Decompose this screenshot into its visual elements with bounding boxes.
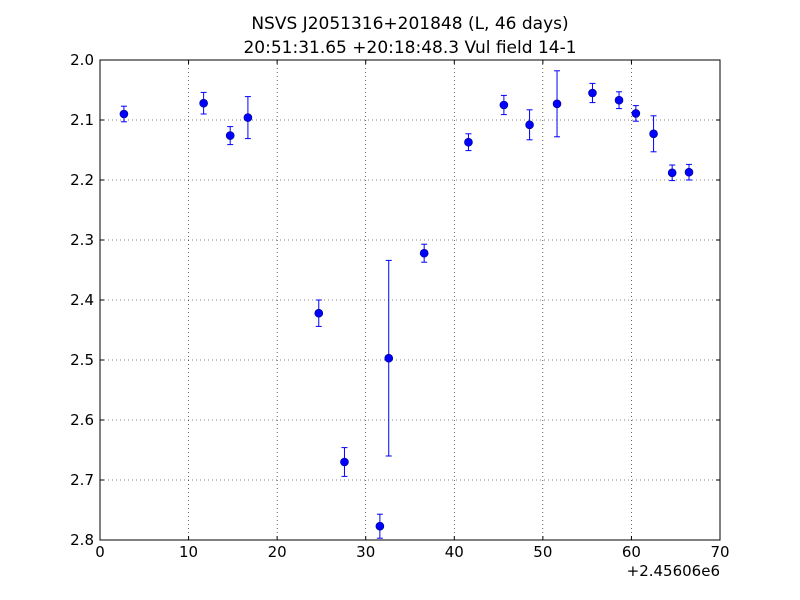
- y-tick-label: 2.4: [70, 291, 94, 309]
- y-tick-label: 2.7: [70, 471, 94, 489]
- x-tick-label: 20: [268, 543, 287, 561]
- x-tick-label: 10: [179, 543, 198, 561]
- data-point: [314, 308, 324, 318]
- data-point: [375, 521, 385, 531]
- y-tick-label: 2.3: [70, 231, 94, 249]
- grid: [100, 60, 720, 540]
- data-point: [464, 137, 473, 147]
- data-point: [225, 131, 235, 140]
- x-tick-label: 30: [356, 543, 375, 561]
- plot-frame: [99, 59, 721, 541]
- x-tick-label: 70: [710, 543, 729, 561]
- y-tick-label: 2.2: [70, 171, 94, 189]
- data-point: [667, 168, 677, 178]
- x-offset-label: +2.45606e6: [627, 562, 720, 580]
- data-point: [419, 248, 429, 258]
- data-point: [199, 98, 208, 108]
- x-tick-label: 40: [445, 543, 464, 561]
- y-tick-label: 2.5: [70, 351, 94, 369]
- x-tick-label: 60: [622, 543, 641, 561]
- data-point: [631, 109, 641, 118]
- data-point: [340, 457, 349, 467]
- data-point: [614, 95, 624, 105]
- y-tick-label: 2.6: [70, 411, 94, 429]
- data-point: [552, 99, 562, 109]
- y-tick-label: 2.8: [70, 531, 94, 549]
- y-tick-label: 2.0: [70, 51, 94, 69]
- y-tick-label: 2.1: [70, 111, 94, 129]
- data-point: [525, 120, 534, 130]
- data-point: [119, 109, 129, 119]
- data-point: [684, 167, 694, 177]
- data-point: [243, 113, 253, 122]
- data-point: [649, 129, 658, 139]
- data-points: [119, 70, 694, 539]
- tick-labels: 0 10 20 30 40 50 60 70 2.0 2.1 2.2 2.3 2.4 2.5 2.6 2.7 2…: [70, 51, 729, 561]
- chart-title: NSVS J2051316+201848 (L, 46 days): [251, 14, 568, 34]
- chart-subtitle: 20:51:31.65 +20:18:48.3 Vul field 14-1: [243, 38, 576, 58]
- data-point: [384, 353, 394, 363]
- x-tick-label: 0: [95, 543, 105, 561]
- data-point: [499, 100, 509, 110]
- x-tick-label: 50: [533, 543, 552, 561]
- data-point: [588, 88, 597, 98]
